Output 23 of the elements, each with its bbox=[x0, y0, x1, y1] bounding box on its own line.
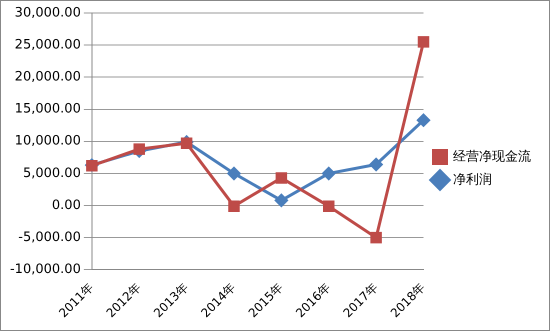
y-tick-label: 0.00 bbox=[52, 198, 81, 213]
point bbox=[370, 158, 383, 171]
point bbox=[322, 166, 336, 180]
point bbox=[227, 166, 240, 180]
legend-label: 经营净现金流 bbox=[453, 148, 531, 164]
y-tick-label: 15,000.00 bbox=[14, 102, 81, 117]
point bbox=[276, 172, 288, 184]
point bbox=[228, 200, 240, 212]
point bbox=[417, 114, 430, 127]
point bbox=[274, 194, 288, 207]
point bbox=[180, 138, 192, 150]
y-tick-label: 5,000.00 bbox=[22, 166, 81, 181]
y-tick-label: -5,000.00 bbox=[18, 230, 81, 246]
point bbox=[418, 36, 430, 48]
legend-label: 净利润 bbox=[453, 172, 492, 188]
y-tick-label: 25,000.00 bbox=[14, 37, 81, 52]
y-tick-label: -10,000.00 bbox=[10, 262, 81, 278]
point bbox=[323, 200, 334, 212]
point bbox=[370, 232, 382, 244]
y-tick-label: 20,000.00 bbox=[14, 70, 81, 85]
point bbox=[133, 143, 145, 155]
y-tick-label: 10,000.00 bbox=[14, 134, 81, 149]
y-tick-label: 30,000.00 bbox=[14, 5, 81, 20]
